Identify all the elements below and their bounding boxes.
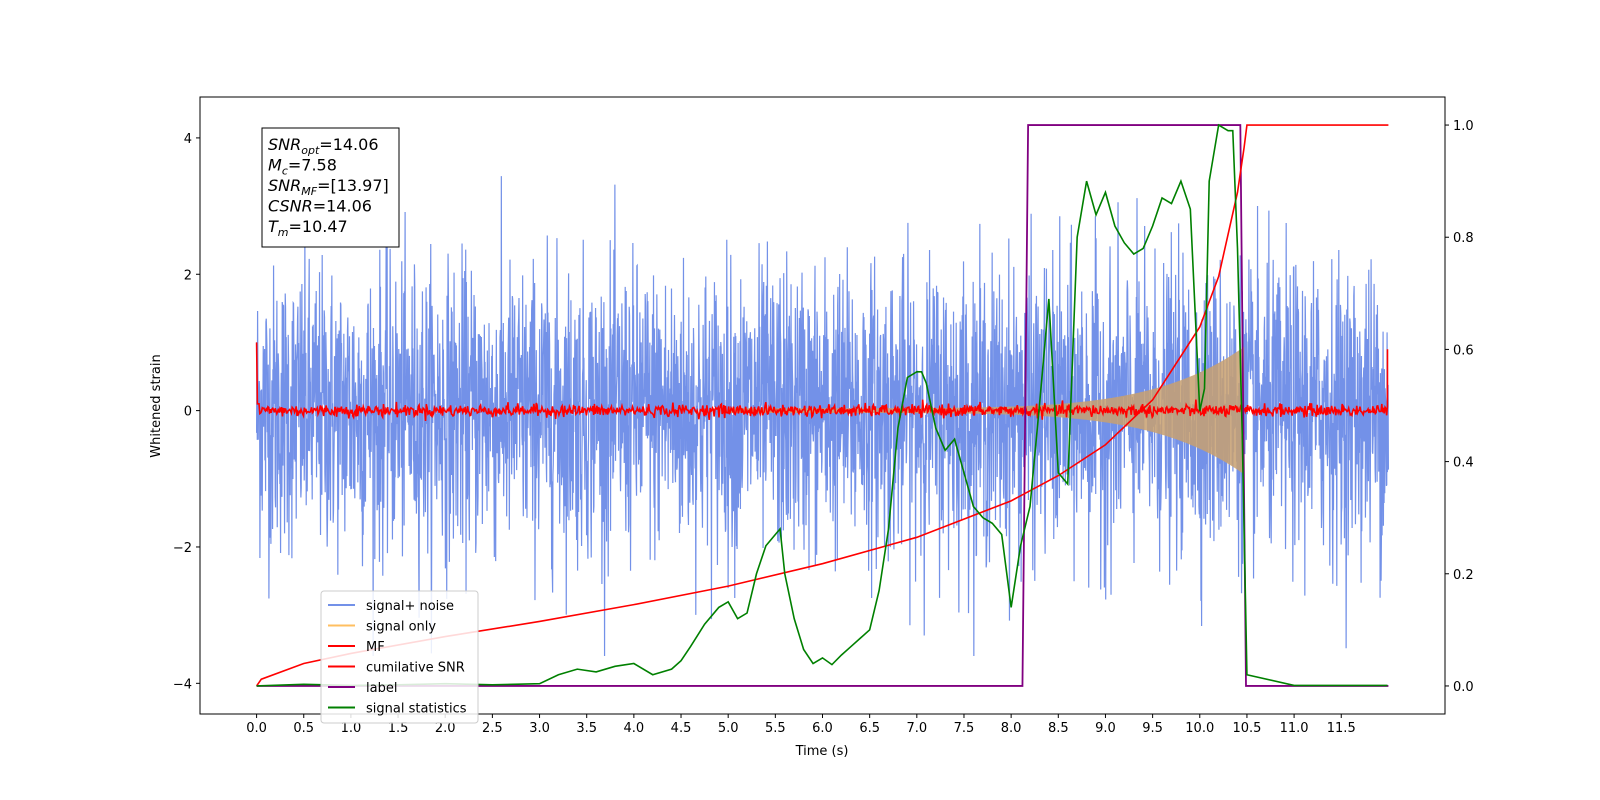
x-tick-label: 6.5 xyxy=(859,721,880,736)
right-tick-label: 0.4 xyxy=(1453,456,1474,471)
right-tick-label: 0.0 xyxy=(1453,680,1474,695)
left-tick-label: 4 xyxy=(184,132,192,147)
x-tick-label: 5.5 xyxy=(765,721,786,736)
left-axis-ticks: −4 −2 0 2 4 xyxy=(173,132,200,692)
annotation-line: SNRopt=14.06 xyxy=(268,135,379,157)
x-tick-label: 2.5 xyxy=(482,721,503,736)
x-axis-label: Time (s) xyxy=(795,744,849,759)
x-tick-label: 11.0 xyxy=(1280,721,1309,736)
annotation-line: SNRMF=[13.97] xyxy=(268,176,389,198)
annotation-line: Mc=7.58 xyxy=(268,156,337,178)
legend-entry: cumilative SNR xyxy=(366,661,465,676)
legend-entry: signal+ noise xyxy=(366,599,454,614)
x-tick-label: 5.0 xyxy=(718,721,739,736)
annotation-line: Tm=10.47 xyxy=(268,217,348,239)
right-tick-label: 0.2 xyxy=(1453,568,1474,583)
y-axis-label: Whitened strain xyxy=(149,354,164,457)
x-tick-label: 0.5 xyxy=(293,721,314,736)
x-tick-label: 3.0 xyxy=(529,721,550,736)
label-series xyxy=(256,124,1389,687)
left-tick-label: −2 xyxy=(173,541,192,556)
legend: signal+ noise signal only MF cumilative SNR… xyxy=(320,590,479,724)
right-axis-ticks: 0.0 0.2 0.4 0.6 0.8 1.0 xyxy=(1445,119,1474,695)
x-tick-label: 9.5 xyxy=(1142,721,1163,736)
x-tick-label: 7.5 xyxy=(954,721,975,736)
legend-entry: label xyxy=(366,681,397,696)
right-tick-label: 1.0 xyxy=(1453,119,1474,134)
annotation-line: CSNR=14.06 xyxy=(268,197,372,216)
x-tick-label: 10.5 xyxy=(1232,721,1261,736)
x-axis-ticks: 0.0 0.5 1.0 1.5 2.0 2.5 3.0 3.5 4.0 4.5 5.0 5.5 6.0 6… xyxy=(246,714,1356,736)
x-tick-label: 11.5 xyxy=(1327,721,1356,736)
annotation-box: SNRopt=14.06Mc=7.58SNRMF=[13.97]CSNR=14.… xyxy=(261,127,400,248)
x-tick-label: 6.0 xyxy=(812,721,833,736)
x-tick-label: 7.0 xyxy=(906,721,927,736)
right-tick-label: 0.6 xyxy=(1453,343,1474,358)
x-tick-label: 9.0 xyxy=(1095,721,1116,736)
x-tick-label: 10.0 xyxy=(1185,721,1214,736)
signal-statistics-series xyxy=(256,123,1388,687)
x-tick-label: 4.0 xyxy=(624,721,645,736)
x-tick-label: 3.5 xyxy=(576,721,597,736)
plot-area xyxy=(255,123,1390,687)
x-tick-label: 8.5 xyxy=(1048,721,1069,736)
legend-entry: signal only xyxy=(366,620,436,635)
left-tick-label: 2 xyxy=(184,268,192,283)
x-tick-label: 2.0 xyxy=(435,721,456,736)
legend-entry: signal statistics xyxy=(366,702,467,717)
x-tick-label: 4.5 xyxy=(671,721,692,736)
x-tick-label: 8.0 xyxy=(1001,721,1022,736)
x-tick-label: 1.0 xyxy=(341,721,362,736)
left-tick-label: 0 xyxy=(184,405,192,420)
left-tick-label: −4 xyxy=(173,677,192,692)
legend-entry: MF xyxy=(366,640,385,655)
right-tick-label: 0.8 xyxy=(1453,231,1474,246)
x-tick-label: 0.0 xyxy=(246,721,267,736)
x-tick-label: 1.5 xyxy=(388,721,409,736)
